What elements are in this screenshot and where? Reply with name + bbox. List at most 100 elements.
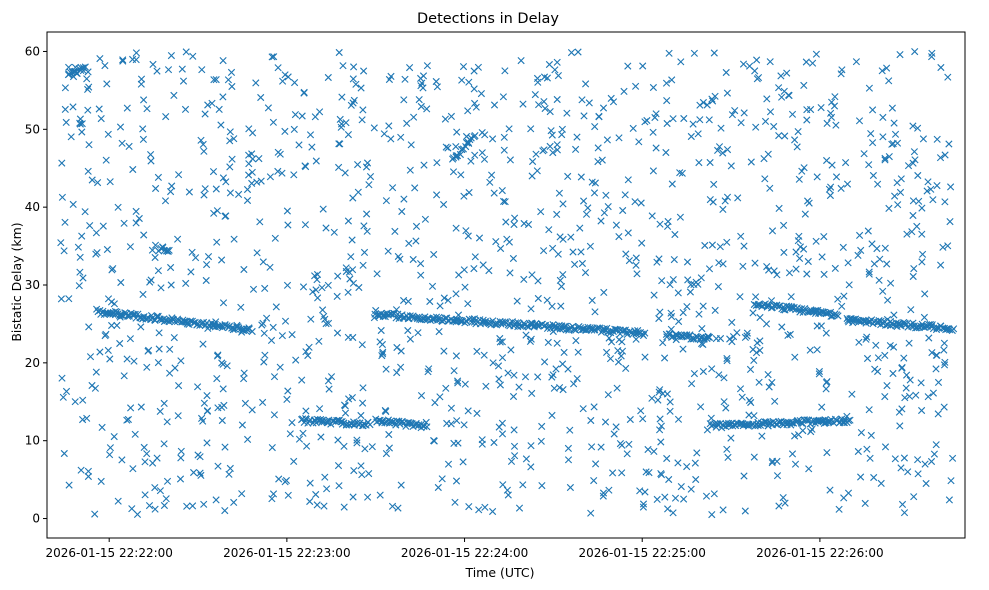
detection-marker: [106, 178, 114, 186]
detection-marker: [139, 125, 147, 133]
detection-marker: [417, 260, 425, 268]
detection-marker: [716, 334, 725, 343]
detection-marker: [588, 443, 596, 451]
detection-marker: [316, 417, 324, 425]
detection-marker: [786, 419, 794, 427]
detection-marker: [86, 222, 94, 230]
detection-marker: [213, 238, 221, 246]
detection-marker: [315, 337, 323, 345]
detection-marker: [559, 271, 567, 279]
detection-marker: [940, 339, 948, 347]
detection-marker: [520, 219, 528, 228]
detection-marker: [500, 197, 508, 205]
detection-marker: [581, 269, 590, 277]
detection-marker: [716, 243, 724, 251]
detection-marker: [501, 198, 509, 206]
detection-marker: [607, 94, 615, 102]
detection-marker: [94, 179, 102, 187]
detection-marker: [182, 279, 190, 287]
detection-marker: [590, 403, 598, 411]
detection-marker: [924, 393, 932, 401]
detection-marker: [517, 57, 525, 65]
detection-marker: [452, 143, 460, 151]
detection-marker: [522, 331, 530, 339]
detection-marker: [637, 199, 645, 207]
detection-marker: [417, 102, 425, 111]
detection-marker: [651, 113, 659, 122]
detection-marker: [347, 253, 355, 261]
detection-marker: [156, 487, 164, 495]
detection-marker: [694, 130, 702, 138]
detection-marker: [657, 471, 666, 479]
detection-marker: [549, 149, 557, 157]
detection-marker: [177, 447, 185, 455]
detection-marker: [603, 348, 611, 356]
detection-marker: [170, 334, 178, 342]
detection-marker: [358, 471, 366, 479]
detection-marker: [349, 266, 357, 274]
detection-marker: [668, 76, 676, 84]
detection-marker: [727, 434, 735, 442]
detection-marker: [248, 327, 256, 336]
detection-marker: [600, 209, 608, 217]
detection-marker: [281, 317, 290, 325]
detection-marker: [455, 271, 463, 279]
detection-marker: [934, 378, 943, 386]
detection-marker: [741, 507, 749, 515]
detection-marker: [334, 436, 342, 444]
y-tick-label: 20: [25, 356, 40, 370]
detection-marker: [409, 255, 417, 264]
detection-marker: [286, 430, 294, 438]
detection-marker: [649, 83, 657, 92]
detection-marker: [724, 453, 732, 461]
detection-marker: [667, 309, 675, 317]
detection-marker: [175, 171, 183, 179]
detection-marker: [496, 381, 504, 389]
detection-marker: [215, 105, 223, 113]
detection-marker: [788, 110, 797, 118]
detection-marker: [697, 403, 705, 411]
detection-marker: [860, 150, 868, 158]
detection-marker: [898, 405, 906, 413]
x-axis-ticks: 2026-01-15 22:22:00 2026-01-15 22:23:00 20…: [45, 538, 884, 560]
detection-marker: [656, 426, 664, 434]
detection-marker: [639, 62, 647, 70]
detection-marker: [102, 330, 110, 338]
detection-marker: [497, 244, 505, 253]
detection-marker: [308, 143, 316, 151]
detection-marker: [489, 359, 497, 367]
detection-marker: [434, 483, 442, 492]
detection-marker: [936, 154, 945, 162]
detection-marker: [69, 200, 77, 208]
detection-marker: [453, 315, 461, 323]
detection-marker: [139, 135, 147, 143]
detection-marker: [762, 320, 771, 328]
detection-marker: [176, 475, 185, 483]
detection-marker: [324, 377, 332, 385]
detection-marker: [430, 250, 438, 259]
detection-marker: [406, 335, 414, 343]
detection-marker: [609, 98, 618, 106]
detection-marker: [697, 274, 705, 282]
detection-marker: [879, 133, 887, 141]
detection-marker: [200, 191, 208, 199]
detection-marker: [612, 423, 620, 431]
detection-marker: [417, 271, 425, 279]
detection-marker: [736, 293, 744, 301]
detection-marker: [574, 348, 582, 356]
detection-marker: [93, 249, 101, 257]
detection-marker: [605, 486, 613, 494]
detection-marker: [531, 91, 539, 99]
detection-marker: [387, 135, 395, 143]
detection-marker: [201, 110, 209, 118]
detection-marker: [321, 473, 329, 481]
detection-marker: [458, 145, 466, 154]
detection-marker: [301, 221, 309, 229]
detection-marker: [573, 133, 581, 141]
detection-marker: [238, 421, 246, 429]
detection-marker: [705, 116, 713, 124]
detection-marker: [887, 279, 895, 287]
detection-marker: [436, 393, 444, 401]
detection-marker: [317, 433, 325, 441]
detection-marker: [594, 158, 602, 166]
